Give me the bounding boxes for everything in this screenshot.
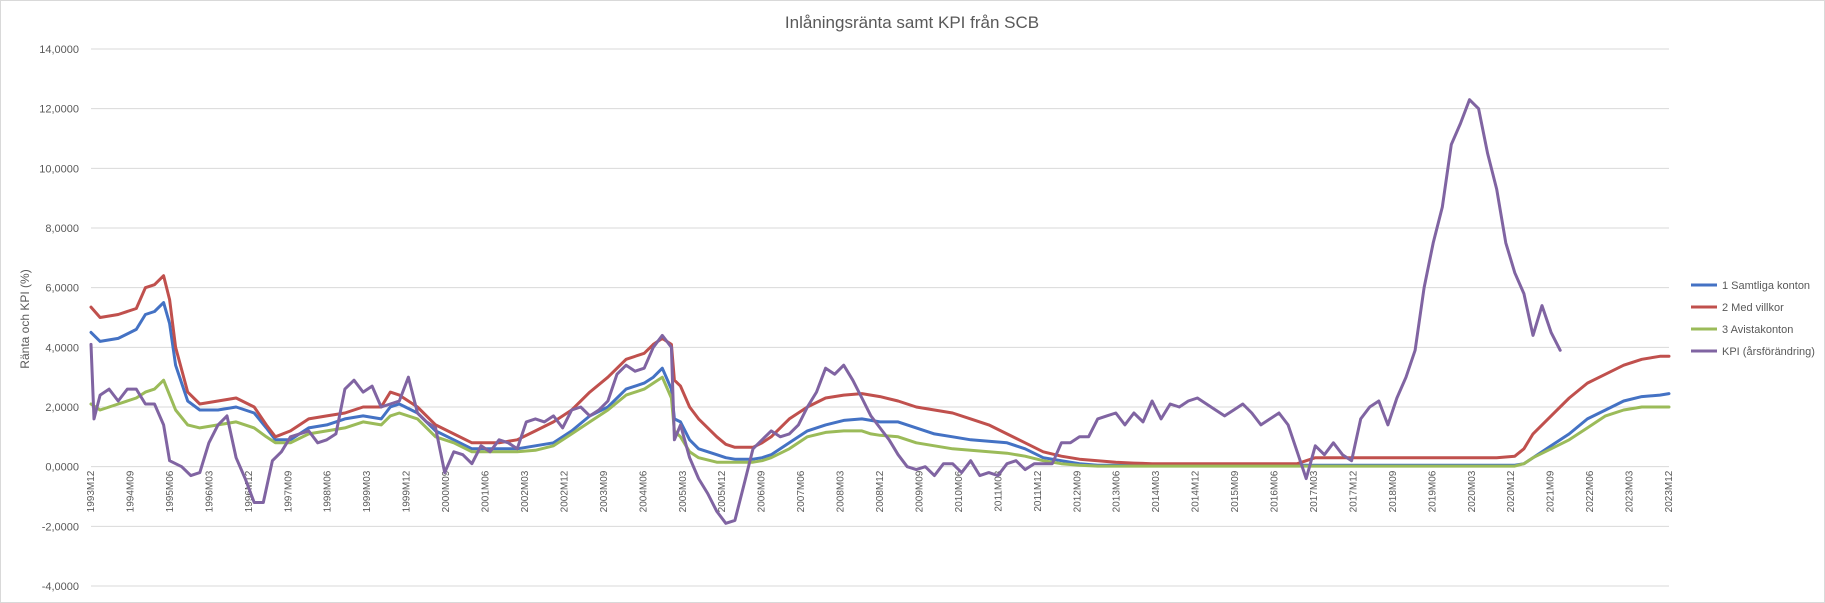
legend-label: 1 Samtliga konton — [1722, 280, 1810, 292]
x-tick-label: 1997M09 — [283, 470, 294, 512]
x-tick-label: 2009M09 — [914, 470, 925, 512]
y-tick-label: 8,0000 — [45, 223, 79, 235]
x-tick-label: 2013M06 — [1112, 470, 1123, 512]
x-tick-label: 2008M03 — [836, 470, 847, 512]
x-tick-label: 2002M03 — [520, 470, 531, 512]
y-tick-label: 4,0000 — [45, 342, 79, 354]
x-tick-label: 2022M06 — [1585, 470, 1596, 512]
y-tick-label: 0,0000 — [45, 462, 79, 474]
x-tick-label: 1999M12 — [402, 470, 413, 512]
x-tick-label: 2014M03 — [1151, 470, 1162, 512]
x-tick-label: 2019M06 — [1427, 470, 1438, 512]
gridlines — [91, 48, 1669, 587]
x-tick-label: 2010M06 — [954, 470, 965, 512]
x-tick-label: 2011M03 — [993, 470, 1004, 511]
x-tick-label: 2005M12 — [717, 470, 728, 512]
y-tick-label: 6,0000 — [45, 283, 79, 295]
chart-title: Inlåningsränta samt KPI från SCB — [785, 13, 1039, 32]
legend-label: KPI (årsförändring) — [1722, 346, 1815, 358]
x-tick-label: 2001M06 — [481, 470, 492, 512]
legend: 1 Samtliga konton 2 Med villkor 3 Avistako… — [1691, 280, 1815, 358]
y-tick-label: -2,0000 — [42, 521, 79, 533]
x-axis-ticks: 1993M12 1994M09 1995M06 1996M03 1996M12 1997M… — [86, 470, 1675, 512]
legend-label: 3 Avistakonton — [1722, 324, 1793, 336]
x-tick-label: 2020M12 — [1506, 470, 1517, 512]
x-tick-label: 2017M03 — [1309, 470, 1320, 512]
x-tick-label: 2020M03 — [1467, 470, 1478, 512]
x-tick-label: 2005M03 — [678, 470, 689, 512]
series-line-3 — [89, 375, 1671, 468]
x-tick-label: 2015M09 — [1230, 470, 1241, 512]
y-tick-label: 10,0000 — [39, 163, 79, 175]
x-tick-label: 2014M12 — [1191, 470, 1202, 512]
y-axis-label: Ränta och KPI (%) — [18, 269, 32, 368]
y-tick-label: 12,0000 — [39, 104, 79, 116]
x-tick-label: 2003M09 — [599, 470, 610, 512]
x-tick-label: 1999M03 — [362, 470, 373, 512]
x-tick-label: 2002M12 — [559, 470, 570, 512]
x-tick-label: 2008M12 — [875, 470, 886, 512]
x-tick-label: 2000M09 — [441, 470, 452, 512]
x-tick-label: 2012M09 — [1072, 470, 1083, 512]
x-tick-label: 2017M12 — [1348, 470, 1359, 512]
y-tick-label: -4,0000 — [42, 581, 79, 593]
x-tick-label: 2006M09 — [757, 470, 768, 512]
series-lines — [89, 98, 1671, 525]
x-tick-label: 2021M09 — [1546, 470, 1557, 512]
x-tick-label: 2007M06 — [796, 470, 807, 512]
x-tick-label: 2011M12 — [1033, 470, 1044, 511]
x-tick-label: 2004M06 — [638, 470, 649, 512]
x-tick-label: 1994M09 — [125, 470, 136, 512]
x-tick-label: 1993M12 — [86, 470, 97, 512]
y-tick-label: 14,0000 — [39, 44, 79, 56]
y-tick-label: 2,0000 — [45, 402, 79, 414]
series-line-2 — [89, 274, 1671, 466]
x-tick-label: 1998M06 — [323, 470, 334, 512]
x-tick-label: 2023M12 — [1664, 470, 1675, 512]
x-tick-label: 1995M06 — [165, 470, 176, 512]
series-line-4 — [89, 98, 1562, 525]
x-tick-label: 1996M03 — [204, 470, 215, 512]
x-tick-label: 2023M03 — [1625, 470, 1636, 512]
legend-label: 2 Med villkor — [1722, 302, 1784, 314]
x-tick-label: 2018M09 — [1388, 470, 1399, 512]
x-tick-label: 2016M06 — [1270, 470, 1281, 512]
y-axis-ticks: -4,0000 -2,0000 0,0000 2,0000 4,0000 6,0000 8,… — [39, 44, 79, 593]
